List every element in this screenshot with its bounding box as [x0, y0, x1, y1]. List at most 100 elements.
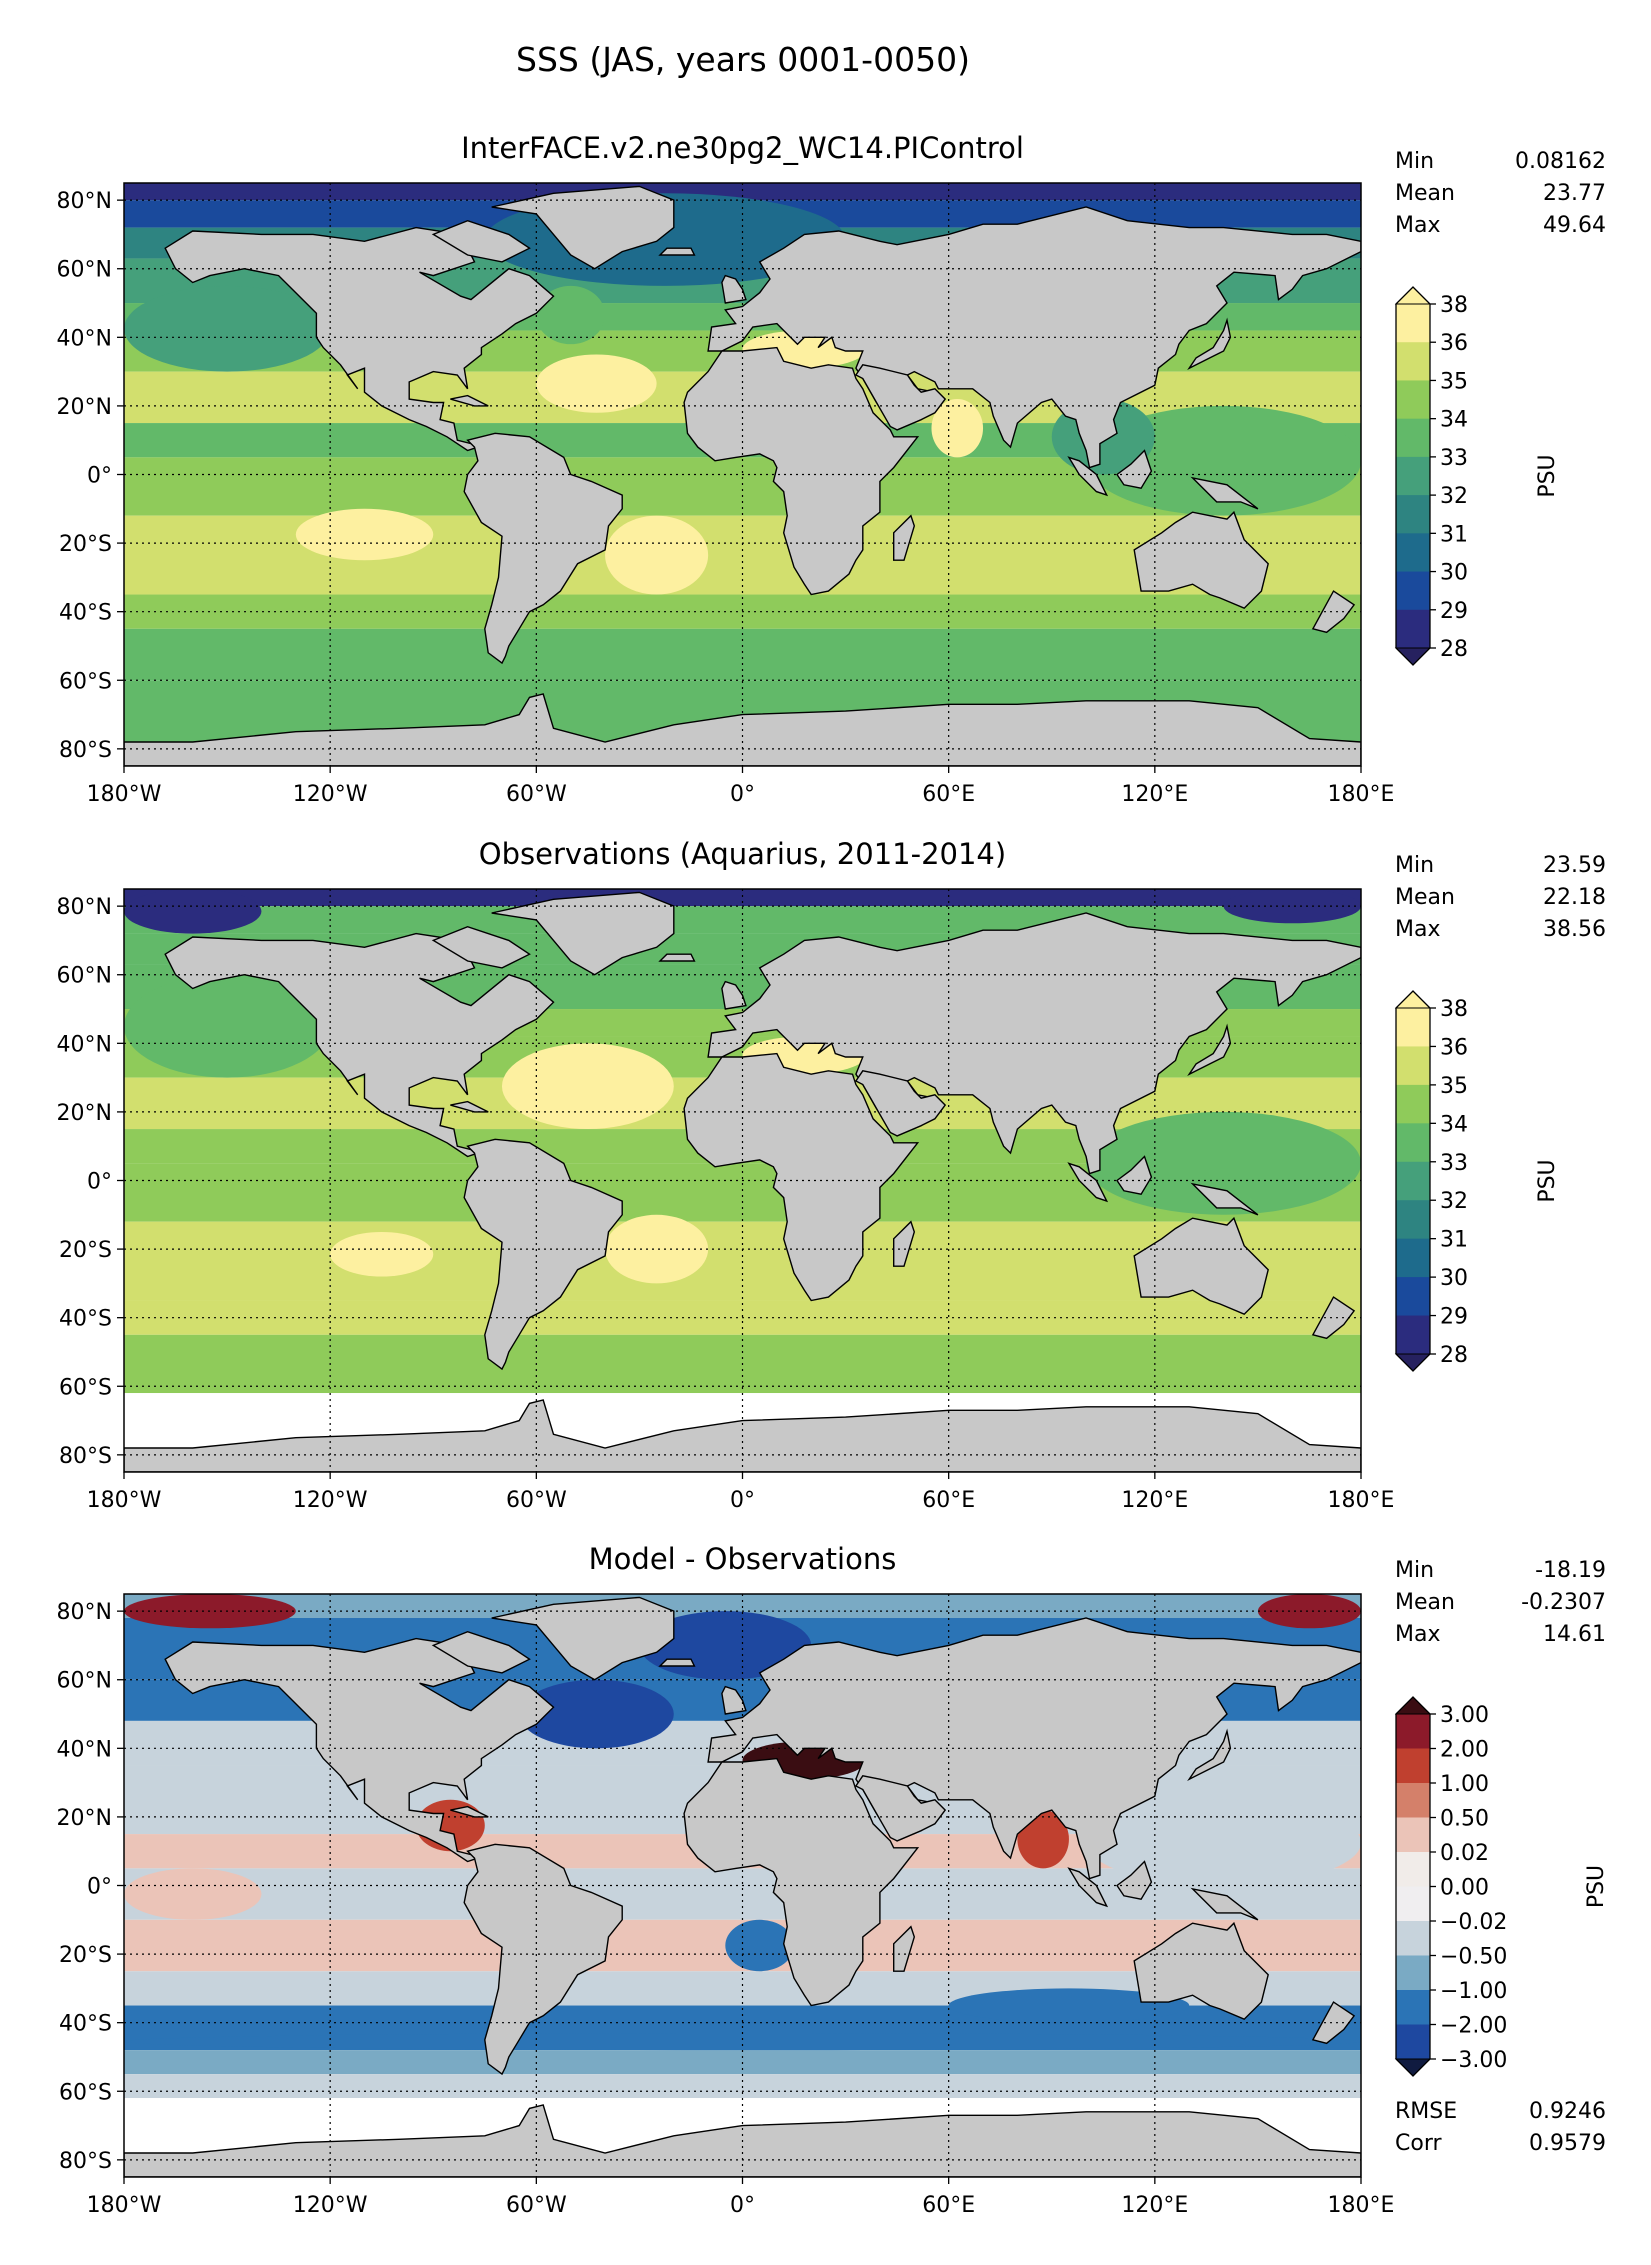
colorbar-segment [1396, 1161, 1430, 1201]
land-africa [683, 1757, 920, 2007]
colorbar: 3.00 2.00 1.00 0.50 0.02 0.00 −0.02 −0.50 −1.00 −… [1394, 1696, 1609, 2077]
field-patch [295, 508, 434, 561]
colorbar-segment [1396, 1748, 1430, 1784]
panel-title: InterFACE.v2.ne30pg2_WC14.PIControl [461, 131, 1024, 165]
colorbar-tick-label: −0.50 [1440, 1945, 1507, 1970]
colorbar-tick-label: 34 [1440, 1112, 1468, 1137]
colorbar-segment [1396, 1714, 1430, 1750]
colorbar-tick-label: 32 [1440, 1189, 1468, 1214]
lat-tick-label: 20°S [59, 532, 112, 557]
colorbar-tick-label: 31 [1440, 1228, 1468, 1253]
land-japan [1187, 1023, 1232, 1077]
lon-tick-label: 120°E [1121, 1488, 1188, 1513]
colorbar-label: PSU [1535, 454, 1560, 497]
lat-tick-label: 0° [87, 1875, 112, 1900]
lon-tick-label: 180°W [87, 1488, 162, 1513]
field-patch [536, 285, 606, 345]
stat-label: Max [1395, 917, 1440, 942]
colorbar-segment [1396, 533, 1430, 573]
colorbar-tick-label: 0.02 [1440, 1841, 1489, 1866]
colorbar-tick-label: 29 [1440, 1305, 1468, 1330]
colorbar-tick-label: 3.00 [1440, 1703, 1489, 1728]
land-baffin-island [431, 925, 531, 969]
metric-value: 0.9246 [1529, 2099, 1606, 2124]
land-arabia [854, 364, 947, 431]
field-patch [605, 1214, 709, 1284]
map-field [124, 1594, 1361, 2177]
lat-tick-label: 20°N [57, 1806, 112, 1831]
land-new-zealand [1311, 2001, 1356, 2045]
land-australia [1133, 1921, 1269, 2021]
colorbar-segment [1396, 1238, 1430, 1278]
lat-tick-label: 0° [87, 464, 112, 489]
lat-tick-label: 40°S [59, 1307, 112, 1332]
colorbar-tick-label: −3.00 [1440, 2048, 1507, 2073]
lon-tick-label: 60°E [922, 1488, 975, 1513]
field-patch [536, 354, 657, 413]
colorbar-tick-label: 28 [1440, 637, 1468, 662]
land-iceland [658, 1658, 696, 1667]
land-madagascar [893, 1925, 916, 1972]
lon-tick-label: 180°E [1328, 1488, 1395, 1513]
colorbar-tick-label: 33 [1440, 1151, 1468, 1176]
map-field [124, 183, 1361, 766]
land-south-america [463, 432, 623, 665]
stat-value: 23.59 [1543, 853, 1606, 878]
field-patch [124, 2032, 1361, 2051]
colorbar-tick-label: 35 [1440, 369, 1468, 394]
colorbar-segment [1396, 1084, 1430, 1124]
lon-tick-label: 120°W [293, 1488, 368, 1513]
land-north-america [164, 226, 555, 452]
colorbar-segment [1396, 342, 1430, 382]
lon-tick-label: 180°E [1328, 782, 1395, 807]
stat-label: Min [1395, 149, 1434, 174]
land-britain [721, 980, 747, 1010]
lat-tick-label: 60°N [57, 258, 112, 283]
map-panel-3: Model - Observations 80°N 60°N 40°N 20°N 0° 20… [57, 1542, 1609, 2218]
stat-value: 23.77 [1543, 181, 1606, 206]
lon-tick-label: 60°E [922, 782, 975, 807]
colorbar-tick-label: 31 [1440, 522, 1468, 547]
land-arabia [854, 1070, 947, 1137]
colorbar-extend-min [1394, 2058, 1432, 2077]
lon-tick-label: 180°W [87, 782, 162, 807]
colorbar-tick-label: 38 [1440, 293, 1468, 318]
colorbar-tick-label: 36 [1440, 331, 1468, 356]
stat-label: Mean [1395, 181, 1455, 206]
stat-label: Min [1395, 1558, 1434, 1583]
colorbar-tick-label: 2.00 [1440, 1738, 1489, 1763]
stat-label: Mean [1395, 1590, 1455, 1615]
land-iceland [658, 953, 696, 962]
land-africa [683, 346, 920, 596]
colorbar-extend-min [1394, 647, 1432, 666]
land-greenland [491, 185, 675, 270]
metric-label: RMSE [1395, 2099, 1457, 2124]
colorbar-segment [1396, 1783, 1430, 1819]
lat-tick-label: 40°S [59, 601, 112, 626]
field-patch [124, 285, 331, 372]
land-greenland [491, 891, 675, 976]
lon-tick-label: 60°W [506, 2193, 567, 2218]
lat-tick-label: 80°S [59, 1444, 112, 1469]
stat-value: 22.18 [1543, 885, 1606, 910]
lon-tick-label: 120°W [293, 782, 368, 807]
field-patch [124, 889, 262, 934]
colorbar-segment [1396, 2024, 1430, 2060]
colorbar-tick-label: 30 [1440, 561, 1468, 586]
field-patch [948, 1988, 1190, 2023]
colorbar-extend-min [1394, 1353, 1432, 1372]
field-patch [1017, 1810, 1069, 1869]
colorbar-tick-label: 38 [1440, 997, 1468, 1022]
lon-tick-label: 0° [730, 782, 755, 807]
land-new-guinea [1190, 1182, 1259, 1216]
colorbar-segment [1396, 304, 1430, 343]
colorbar-tick-label: 35 [1440, 1074, 1468, 1099]
figure-title: SSS (JAS, years 0001-0050) [516, 40, 970, 79]
colorbar-tick-label: 0.00 [1440, 1876, 1489, 1901]
land-cuba [450, 1805, 489, 1818]
lat-tick-label: 80°N [57, 895, 112, 920]
colorbar-tick-label: 29 [1440, 599, 1468, 624]
colorbar-tick-label: −1.00 [1440, 1979, 1507, 2004]
colorbar-segment [1396, 1852, 1430, 1888]
